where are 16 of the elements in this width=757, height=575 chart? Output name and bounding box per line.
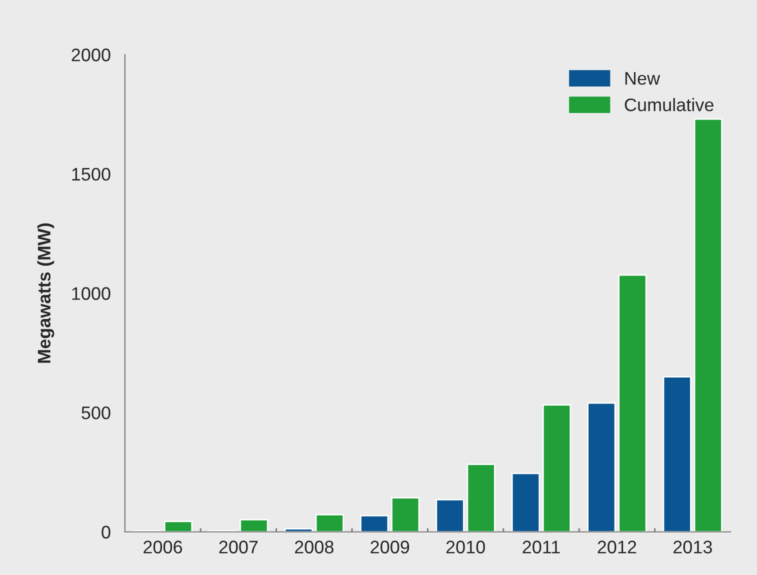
x-tick-label: 2013: [673, 540, 712, 554]
y-tick-label: 1000: [72, 287, 110, 300]
y-tick-label: 1500: [72, 168, 110, 181]
legend-label: New: [625, 72, 660, 85]
x-tick-label: 2010: [446, 540, 485, 554]
x-tick-label: 2012: [598, 540, 636, 554]
x-tick-label: 2006: [144, 540, 182, 554]
x-tick-label: 2009: [370, 540, 410, 554]
x-tick-label: 2008: [294, 540, 334, 554]
y-tick-label: 0: [102, 526, 110, 539]
x-tick-label: 2011: [522, 540, 560, 554]
y-axis-title: Megawatts (MW): [37, 223, 54, 363]
y-tick-label: 2000: [72, 48, 110, 62]
legend-label: Cumulative: [624, 98, 714, 112]
y-tick-label: 500: [82, 406, 110, 420]
x-tick-label: 2007: [219, 540, 258, 554]
